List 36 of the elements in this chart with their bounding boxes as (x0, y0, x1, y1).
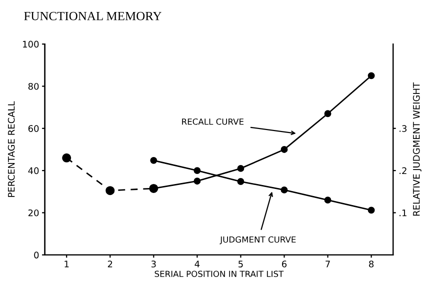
point (280, 186, 288, 194)
y2-axis-title: RELATIVE JUDGMENT WEIGHT (412, 82, 422, 216)
point (150, 156, 158, 164)
annotation: RECALL CURVE (182, 118, 244, 125)
x-axis-title: SERIAL POSITION IN TRAIT LIST (154, 270, 284, 278)
y-axis-title: PERCENTAGE RECALL (8, 101, 15, 197)
x-tick-label: 2 (108, 260, 112, 268)
x-tick-label: 8 (369, 260, 374, 268)
y2-tick-label: .2 (400, 167, 406, 174)
y2-tick-label: .3 (400, 125, 407, 132)
y-tick-label: 80 (28, 82, 39, 90)
x-tick-label: 6 (282, 260, 287, 268)
x-tick-label: 1 (64, 260, 69, 268)
point (324, 110, 332, 118)
x-tick-label: 5 (238, 260, 243, 268)
point (280, 146, 288, 153)
point (324, 196, 332, 204)
point (237, 178, 244, 185)
point (368, 72, 375, 80)
y-tick-label: 20 (28, 209, 39, 216)
x-tick-label: 7 (326, 260, 330, 268)
annotation: JUDGMENT CURVE (220, 236, 296, 244)
x-tick-label: 3 (151, 260, 156, 268)
point (194, 178, 201, 185)
y2-tick-label: .1 (400, 210, 406, 216)
point (194, 167, 201, 174)
point (237, 164, 244, 172)
point (368, 206, 375, 214)
chart-title: FUNCTIONAL MEMORY (24, 12, 162, 20)
y-tick-label: 60 (28, 125, 39, 132)
x-tick-label: 4 (194, 260, 200, 268)
point (62, 153, 72, 162)
y-tick-label: 0 (34, 252, 39, 258)
y-tick-label: 40 (28, 167, 39, 174)
y-tick-label: 100 (23, 40, 39, 48)
point (106, 186, 115, 196)
